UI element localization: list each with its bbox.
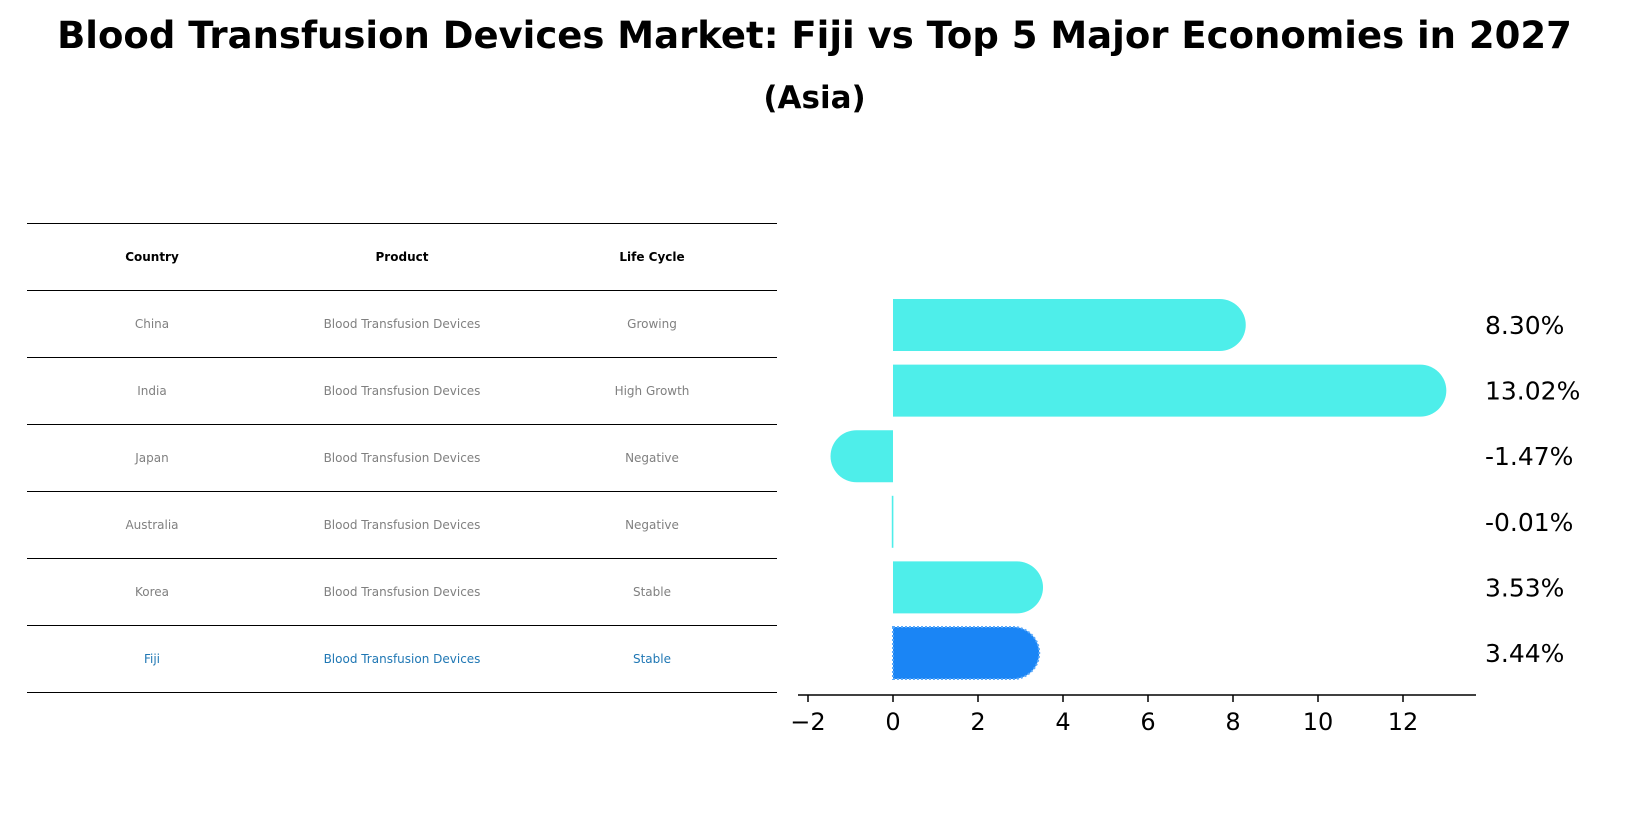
data-label: 3.44% (1485, 639, 1564, 668)
header-life-cycle: Life Cycle (619, 250, 685, 264)
table-row: China Blood Transfusion Devices Growing (27, 290, 777, 357)
bar (893, 299, 1246, 351)
cell-country: Fiji (143, 652, 161, 666)
cell-country: Korea (134, 585, 170, 599)
x-tick-label: −2 (790, 708, 825, 736)
table-row: Australia Blood Transfusion Devices Nega… (27, 491, 777, 558)
country-table: Country Product Life Cycle China Blood T… (27, 223, 777, 693)
cell-country: Australia (125, 518, 179, 532)
header-product: Product (375, 250, 429, 264)
x-tick-label: 4 (1055, 708, 1070, 736)
bar (893, 364, 1447, 417)
table-row: India Blood Transfusion Devices High Gro… (27, 357, 777, 424)
bar (891, 495, 894, 548)
x-tick-label: 12 (1388, 708, 1419, 736)
cell-product: Blood Transfusion Devices (323, 652, 481, 666)
cell-product: Blood Transfusion Devices (323, 518, 481, 532)
table-row: Korea Blood Transfusion Devices Stable (27, 558, 777, 625)
cell-life-cycle: Stable (632, 652, 671, 666)
cell-product: Blood Transfusion Devices (323, 384, 481, 398)
table-header-row: Country Product Life Cycle (27, 223, 777, 290)
cell-product: Blood Transfusion Devices (323, 585, 481, 599)
cell-country: Japan (135, 451, 169, 465)
data-label: -1.47% (1485, 442, 1573, 471)
x-tick-label: 10 (1303, 708, 1334, 736)
table-row-highlighted: Fiji Blood Transfusion Devices Stable (27, 625, 777, 693)
bar (830, 430, 893, 483)
x-tick-label: 2 (970, 708, 985, 736)
cell-country: India (137, 384, 167, 398)
x-tick-label: 8 (1225, 708, 1240, 736)
chart-title: Blood Transfusion Devices Market: Fiji v… (57, 14, 1572, 57)
cell-product: Blood Transfusion Devices (323, 317, 481, 331)
x-tick-label: 0 (885, 708, 900, 736)
cell-life-cycle: Negative (625, 451, 679, 465)
bar-highlighted (892, 626, 1041, 680)
cell-life-cycle: Stable (632, 585, 671, 599)
data-label: -0.01% (1485, 508, 1573, 537)
chart-subtitle: (Asia) (763, 80, 866, 116)
table-row: Japan Blood Transfusion Devices Negative (27, 424, 777, 491)
cell-life-cycle: Growing (627, 317, 677, 331)
cell-life-cycle: High Growth (614, 384, 690, 398)
cell-life-cycle: Negative (625, 518, 679, 532)
cell-country: China (134, 317, 170, 331)
data-label: 8.30% (1485, 311, 1564, 340)
cell-product: Blood Transfusion Devices (323, 451, 481, 465)
data-label: 3.53% (1485, 573, 1564, 602)
x-tick-label: 6 (1140, 708, 1155, 736)
bar (893, 561, 1044, 614)
data-label: 13.02% (1485, 377, 1580, 406)
header-country: Country (125, 250, 179, 264)
